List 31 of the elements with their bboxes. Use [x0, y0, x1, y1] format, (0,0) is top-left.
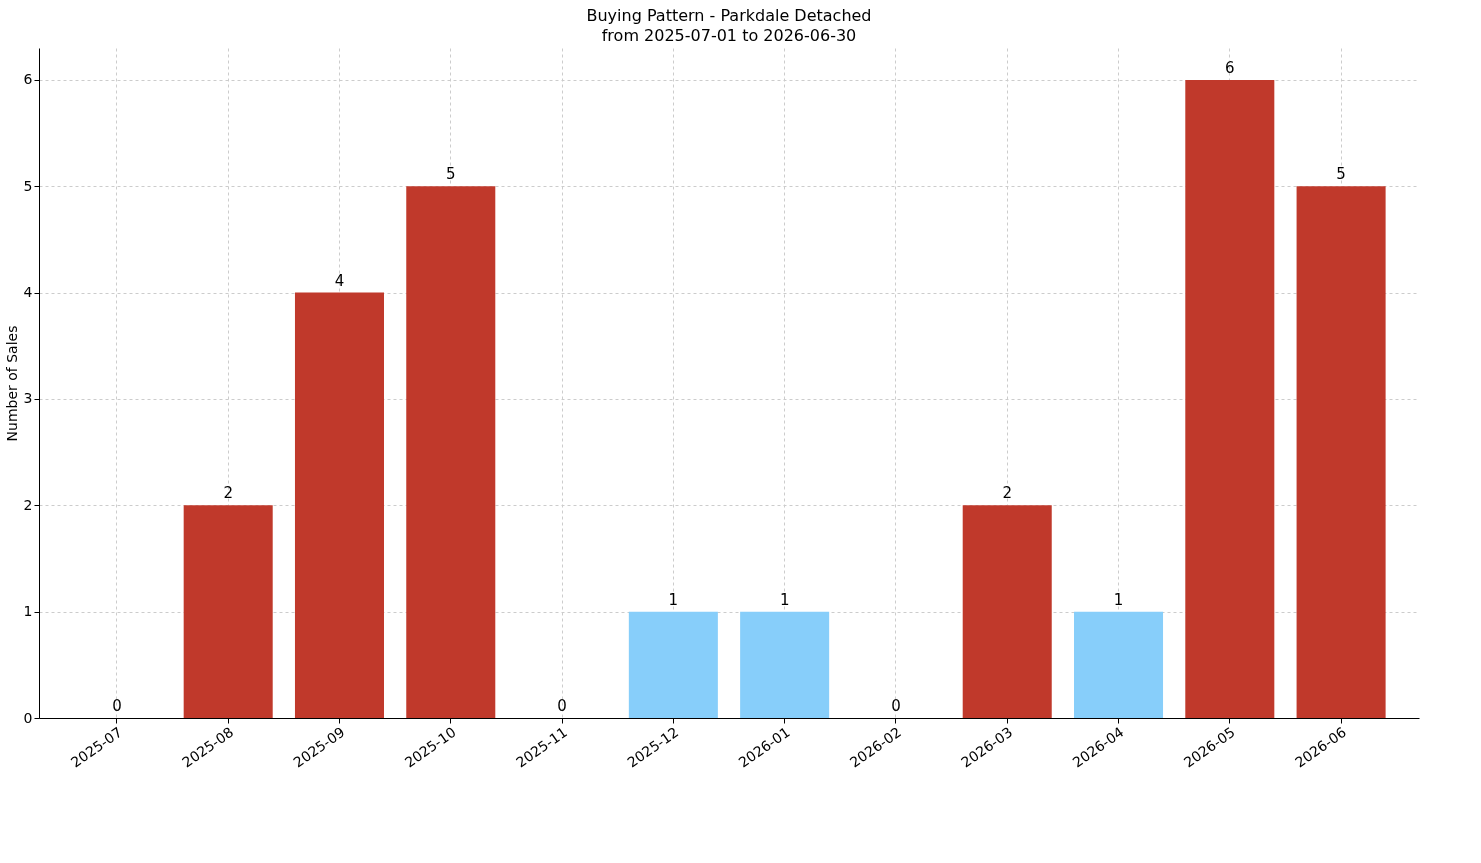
- y-tick-label: 5: [23, 177, 33, 194]
- data-label: 2: [1002, 484, 1012, 503]
- data-label: 1: [668, 590, 679, 609]
- y-tick-label: 2: [23, 496, 33, 513]
- bar: [740, 611, 830, 718]
- y-tick-label: 3: [23, 390, 33, 407]
- bar: [962, 505, 1052, 718]
- data-label: 1: [1113, 590, 1124, 609]
- bar: [628, 611, 718, 718]
- data-label: 1: [779, 590, 790, 609]
- data-label: 6: [1225, 58, 1235, 77]
- data-label: 0: [891, 697, 901, 715]
- chart-subtitle: from 2025-07-01 to 2026-06-30: [601, 26, 857, 45]
- bar: [1185, 79, 1275, 718]
- y-tick-label: 1: [23, 603, 33, 620]
- bar: [294, 292, 384, 718]
- data-label: 5: [446, 165, 456, 184]
- data-label: 0: [112, 697, 122, 715]
- y-axis-title: Number of Sales: [3, 325, 20, 442]
- y-tick-label: 4: [23, 284, 33, 301]
- chart-title: Buying Pattern - Parkdale Detached: [586, 6, 872, 25]
- data-label: 4: [334, 271, 345, 290]
- data-label: 0: [557, 697, 567, 715]
- data-label: 5: [1336, 165, 1346, 184]
- y-tick-label: 0: [23, 709, 33, 726]
- data-label: 2: [223, 484, 233, 503]
- bar: [183, 505, 273, 718]
- bar: [1296, 186, 1386, 718]
- bar: [1074, 611, 1164, 718]
- bar: [406, 186, 496, 718]
- y-tick-label: 6: [23, 71, 33, 88]
